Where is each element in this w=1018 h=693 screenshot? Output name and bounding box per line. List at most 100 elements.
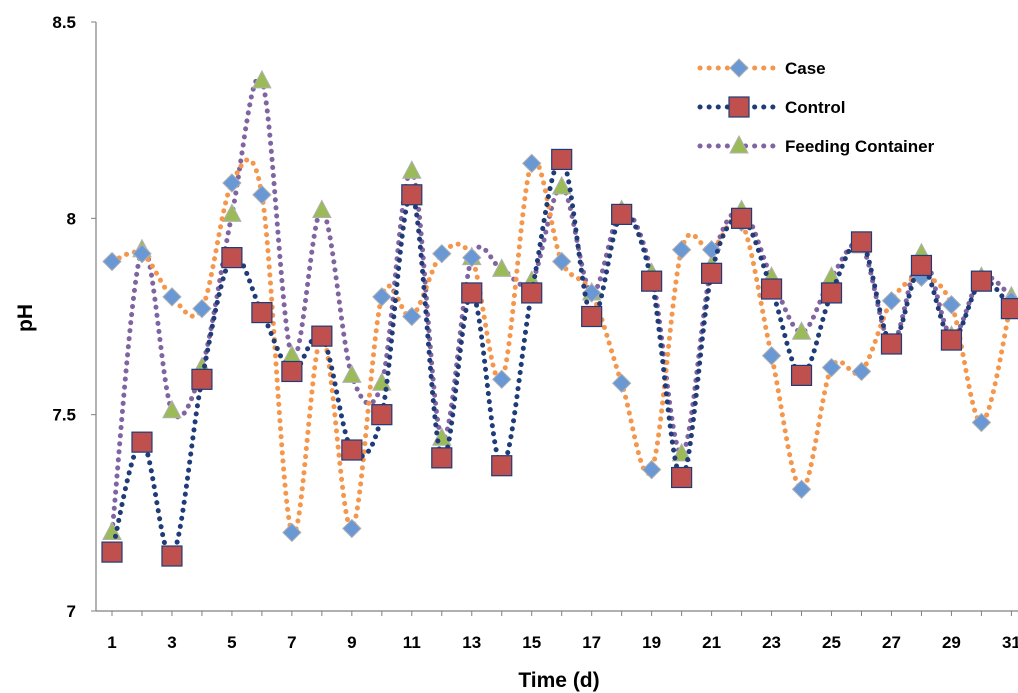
series-case: [102, 153, 1018, 543]
data-point: [161, 545, 183, 567]
data-point: [402, 306, 422, 327]
y-tick-label: 7: [67, 602, 76, 621]
x-tick-label: 27: [882, 633, 901, 652]
data-point: [581, 283, 602, 303]
x-tick-label: 21: [702, 633, 721, 652]
x-tick-label: 1: [107, 633, 116, 652]
x-tick-label: 9: [347, 633, 356, 652]
y-tick-label: 7.5: [52, 406, 76, 425]
data-point: [611, 203, 633, 226]
data-point: [522, 153, 542, 174]
data-point: [671, 442, 692, 462]
data-point: [131, 431, 153, 453]
data-point: [281, 360, 303, 383]
data-point: [282, 522, 302, 543]
y-axis-title: pH: [14, 304, 37, 332]
data-point: [401, 160, 422, 179]
series-control: [101, 148, 1018, 567]
legend-item: Case: [697, 58, 826, 78]
data-point: [492, 369, 512, 390]
data-point: [342, 364, 362, 383]
data-point: [880, 333, 903, 355]
data-point: [252, 69, 272, 89]
legend: Case Control Feeding Container: [697, 58, 935, 156]
x-tick-label: 7: [287, 633, 296, 652]
data-point: [551, 251, 572, 272]
data-point: [222, 203, 242, 222]
y-tick-label: 8.5: [52, 13, 76, 32]
data-point: [431, 447, 453, 469]
data-point: [521, 282, 543, 304]
data-point: [611, 373, 632, 393]
legend-label: Control: [785, 98, 845, 117]
data-point: [162, 399, 182, 419]
legend-marker: [728, 96, 750, 118]
data-point: [1000, 298, 1018, 320]
x-tick-label: 31: [1002, 633, 1018, 652]
data-point: [821, 357, 842, 378]
data-point: [252, 185, 272, 205]
x-tick-label: 23: [762, 633, 781, 652]
data-point: [222, 173, 242, 193]
axes: 77.588.51 3 5 7 9 11 13 15 17 19 21 23 25 27 29 31: [52, 13, 1018, 652]
data-point: [462, 247, 482, 268]
series-layer: [101, 69, 1018, 567]
data-point: [671, 240, 692, 260]
data-point: [971, 412, 992, 433]
x-tick-label: 15: [522, 633, 541, 652]
data-point: [641, 459, 662, 480]
data-point: [551, 175, 572, 195]
data-point: [251, 301, 273, 324]
data-point: [102, 251, 122, 272]
legend-label: Case: [785, 59, 826, 78]
data-point: [790, 364, 813, 386]
legend-marker: [729, 134, 749, 154]
data-point: [791, 479, 812, 499]
data-point: [132, 243, 152, 264]
data-point: [311, 325, 333, 347]
data-point: [851, 361, 872, 382]
data-point: [940, 329, 963, 351]
legend-marker: [729, 58, 749, 78]
data-point: [791, 321, 812, 340]
data-point: [101, 541, 123, 563]
data-point: [671, 466, 693, 489]
data-point: [760, 278, 783, 300]
data-point: [761, 346, 782, 366]
data-point: [850, 231, 873, 253]
data-point: [191, 368, 213, 390]
x-tick-label: 3: [167, 633, 176, 652]
x-tick-label: 5: [227, 633, 236, 652]
series-line: [109, 157, 1014, 537]
data-point: [461, 282, 483, 304]
data-point: [941, 295, 962, 315]
data-point: [401, 184, 423, 206]
x-tick-label: 11: [403, 633, 421, 652]
data-point: [881, 291, 902, 311]
x-tick-label: 17: [582, 633, 601, 652]
data-point: [970, 270, 993, 292]
data-point: [371, 404, 393, 426]
data-point: [342, 518, 362, 539]
data-point: [641, 270, 663, 292]
x-tick-label: 29: [942, 633, 961, 652]
data-point: [730, 207, 753, 229]
data-point: [491, 455, 513, 477]
data-point: [192, 298, 212, 319]
data-point: [491, 258, 512, 277]
x-tick-label: 25: [822, 633, 841, 652]
data-point: [372, 287, 392, 307]
data-point: [102, 521, 122, 540]
data-point: [820, 282, 843, 304]
legend-item: Control: [697, 96, 845, 118]
data-point: [700, 262, 723, 284]
x-tick-label: 19: [642, 633, 661, 652]
y-tick-label: 8: [67, 209, 76, 228]
data-point: [551, 148, 573, 171]
x-tick-label: 13: [462, 633, 481, 652]
series-line: [109, 156, 1014, 559]
data-point: [312, 199, 332, 218]
data-point: [432, 243, 452, 264]
data-point: [701, 240, 722, 260]
